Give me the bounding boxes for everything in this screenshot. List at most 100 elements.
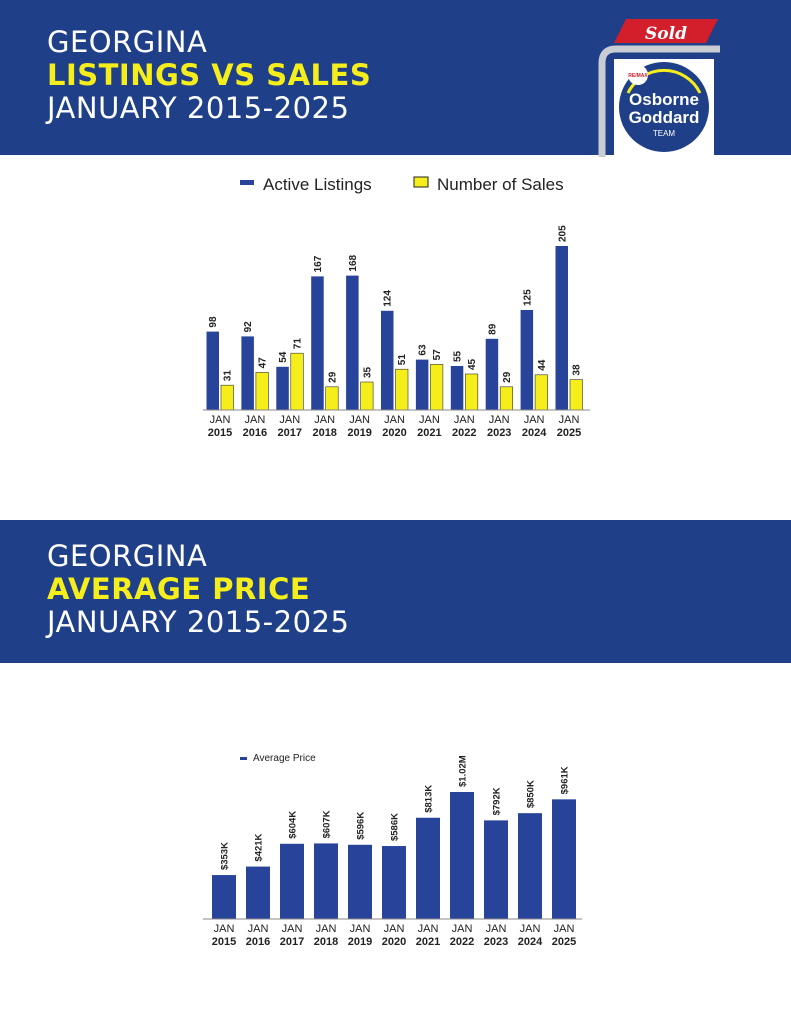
x-tick-label-month: JAN	[524, 414, 545, 426]
chart2-bars: $353K $421K $604K $607K $596K $586K $813K $1.02…	[212, 755, 576, 919]
bar-number-of-sales	[360, 381, 374, 411]
data-label-number-of-sales: 47	[258, 357, 269, 369]
legend-average-price-swatch	[240, 757, 247, 760]
x-tick-label-year: 2025	[552, 936, 576, 948]
x-tick-label-year: 2023	[487, 427, 511, 439]
bar-active-listings	[415, 359, 429, 410]
x-tick-label-year: 2020	[382, 427, 406, 439]
data-label-number-of-sales: 45	[467, 358, 478, 370]
data-label-average-price: $813K	[424, 785, 435, 813]
legend-average-price-label: Average Price	[253, 753, 316, 764]
bar-number-of-sales	[430, 364, 444, 411]
data-label-average-price: $607K	[322, 810, 333, 838]
x-tick-label-month: JAN	[418, 923, 439, 935]
bar-number-of-sales	[220, 384, 234, 411]
bar-average-price	[348, 844, 372, 919]
x-tick-label-month: JAN	[314, 414, 335, 426]
x-tick-label-year: 2021	[417, 427, 441, 439]
x-tick-label-year: 2024	[518, 936, 543, 948]
section2-title: GEORGINA AVERAGE PRICE JANUARY 2015-2025	[47, 540, 349, 639]
x-tick-label-year: 2025	[557, 427, 581, 439]
x-tick-label-month: JAN	[214, 923, 235, 935]
data-label-average-price: $596K	[356, 812, 367, 840]
x-tick-label-month: JAN	[210, 414, 231, 426]
data-label-active-listings: 55	[453, 350, 464, 362]
sign-post	[598, 45, 720, 157]
bar-average-price	[484, 820, 508, 919]
x-tick-label-month: JAN	[384, 414, 405, 426]
x-tick-label-year: 2019	[348, 936, 372, 948]
x-tick-label-month: JAN	[245, 414, 266, 426]
x-tick-label-month: JAN	[350, 923, 371, 935]
bar-number-of-sales	[534, 374, 548, 411]
x-tick-label-year: 2018	[314, 936, 338, 948]
x-tick-label-month: JAN	[489, 414, 510, 426]
bar-active-listings	[450, 366, 464, 410]
bar-average-price	[314, 843, 338, 919]
bar-active-listings	[311, 276, 324, 410]
bar-average-price	[246, 866, 270, 919]
x-tick-label-year: 2017	[280, 936, 304, 948]
bar-active-listings	[346, 275, 359, 410]
bar-average-price	[518, 813, 542, 919]
chart2-legend: Average Price	[240, 753, 316, 764]
data-label-active-listings: 63	[418, 344, 429, 356]
x-tick-label-month: JAN	[316, 923, 337, 935]
x-tick-label-year: 2015	[212, 936, 236, 948]
data-label-average-price: $792K	[492, 787, 503, 815]
data-label-number-of-sales: 51	[397, 354, 408, 366]
data-label-average-price: $1.02M	[458, 755, 469, 787]
data-label-active-listings: 167	[313, 255, 324, 272]
data-label-average-price: $961K	[560, 766, 571, 794]
bar-average-price	[552, 799, 576, 919]
x-tick-label-month: JAN	[282, 923, 303, 935]
x-tick-label-month: JAN	[520, 923, 541, 935]
bar-number-of-sales	[395, 368, 409, 411]
average-price-chart: Average Price $353K $421K$604K $607K $596K $…	[203, 753, 582, 948]
bar-active-listings	[241, 336, 254, 410]
sold-sign-logo: Sold RE/MAX Osborne Goddard TEAM	[598, 19, 720, 157]
x-tick-label-year: 2020	[382, 936, 406, 948]
logo-line1: Osborne	[629, 90, 699, 109]
x-tick-label-year: 2023	[484, 936, 508, 948]
x-tick-label-year: 2017	[278, 427, 302, 439]
section2-title-line3: JANUARY 2015-2025	[47, 605, 350, 639]
x-tick-label-month: JAN	[248, 923, 269, 935]
bar-active-listings	[555, 246, 568, 410]
data-label-average-price: $604K	[288, 811, 299, 839]
listings-vs-sales-chart: Active Listings Number of Sales 98 31 92 47…	[203, 175, 590, 439]
x-tick-label-month: JAN	[559, 414, 580, 426]
section1-title-line2: LISTINGS VS SALES	[47, 58, 372, 92]
data-label-number-of-sales: 71	[293, 338, 304, 350]
legend-active-listings-label: Active Listings	[263, 175, 372, 194]
bar-active-listings	[381, 310, 394, 410]
data-label-number-of-sales: 29	[502, 371, 513, 383]
data-label-average-price: $586K	[390, 813, 401, 841]
data-label-number-of-sales: 57	[432, 349, 443, 361]
bar-number-of-sales	[325, 386, 339, 411]
data-label-number-of-sales: 38	[572, 364, 583, 376]
logo-line3: TEAM	[653, 129, 676, 138]
bar-active-listings	[485, 338, 499, 410]
data-label-number-of-sales: 35	[362, 366, 373, 378]
bar-average-price	[280, 843, 304, 919]
legend-number-of-sales-label: Number of Sales	[437, 175, 564, 194]
data-label-active-listings: 92	[243, 321, 254, 333]
data-label-active-listings: 89	[487, 323, 498, 335]
data-label-active-listings: 205	[557, 225, 568, 242]
x-tick-label-month: JAN	[452, 923, 473, 935]
legend-active-listings-swatch	[240, 180, 254, 185]
section2-title-line2: AVERAGE PRICE	[47, 572, 311, 606]
x-tick-label-year: 2022	[450, 936, 474, 948]
section1-title-line1: GEORGINA	[47, 25, 208, 59]
bar-number-of-sales	[569, 379, 583, 411]
bar-average-price	[382, 846, 406, 919]
bar-average-price	[450, 792, 474, 919]
data-label-active-listings: 168	[348, 254, 359, 271]
data-label-number-of-sales: 31	[223, 370, 234, 382]
section2-title-line1: GEORGINA	[47, 539, 208, 573]
sold-text: Sold	[645, 24, 687, 44]
remax-text: RE/MAX	[628, 73, 648, 79]
bar-average-price	[212, 875, 236, 919]
